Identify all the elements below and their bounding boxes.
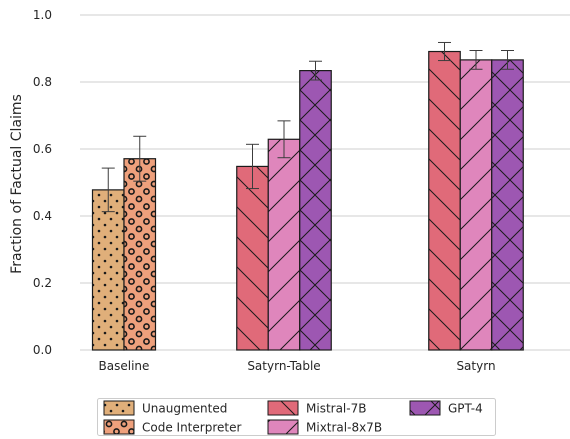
y-tick-label: 0.2 <box>33 276 52 290</box>
x-tick-label: Satyrn-Table <box>247 359 320 373</box>
legend-label: Mistral-7B <box>306 402 366 416</box>
bar-unaugmented <box>91 189 125 351</box>
error-bar <box>309 60 322 81</box>
bar-code-interpreter <box>123 158 157 351</box>
x-tick-label: Satyrn <box>456 359 495 373</box>
y-axis-label: Fraction of Factual Claims <box>9 94 25 274</box>
error-bar <box>133 135 147 182</box>
legend-label: Unaugmented <box>142 402 227 416</box>
bar-mixtral-8x7b <box>459 59 493 351</box>
legend-label: Code Interpreter <box>142 421 241 435</box>
y-tick-label: 0.8 <box>33 75 52 89</box>
legend-item-gpt-4: GPT-4 <box>409 400 483 416</box>
y-tick-label: 0.0 <box>33 343 52 357</box>
error-bar <box>469 50 483 70</box>
legend-box <box>97 398 496 436</box>
y-tick-label: 1.0 <box>33 8 52 22</box>
legend-item-code-interpreter: Code Interpreter <box>103 419 241 435</box>
legend-label: GPT-4 <box>448 402 483 416</box>
legend-item-unaugmented: Unaugmented <box>103 400 227 416</box>
bar-mistral-7b <box>236 165 269 351</box>
x-tick-label: Baseline <box>99 359 150 373</box>
bars <box>91 50 524 351</box>
bar-gpt-4 <box>299 70 332 351</box>
bar-gpt-4 <box>491 59 524 351</box>
legend: Unaugmented Code Interpreter Mistral-7B Mix… <box>97 398 496 436</box>
error-bar <box>277 120 291 159</box>
y-axis-ticks: 0.0 0.2 0.4 0.6 0.8 1.0 <box>33 8 52 357</box>
y-tick-label: 0.4 <box>33 209 52 223</box>
bar-mistral-7b <box>428 50 461 351</box>
y-tick-label: 0.6 <box>33 142 52 156</box>
error-bars <box>101 41 514 213</box>
legend-item-mistral-7b: Mistral-7B <box>267 400 366 416</box>
error-bar <box>438 41 451 62</box>
error-bar <box>246 143 259 190</box>
error-bar <box>101 167 115 213</box>
error-bar <box>501 50 514 70</box>
bar-mixtral-8x7b <box>267 138 301 351</box>
x-axis-ticks: Baseline Satyrn-Table Satyrn <box>99 359 496 373</box>
legend-item-mixtral-8x7b: Mixtral-8x7B <box>267 419 382 435</box>
legend-label: Mixtral-8x7B <box>306 421 382 435</box>
